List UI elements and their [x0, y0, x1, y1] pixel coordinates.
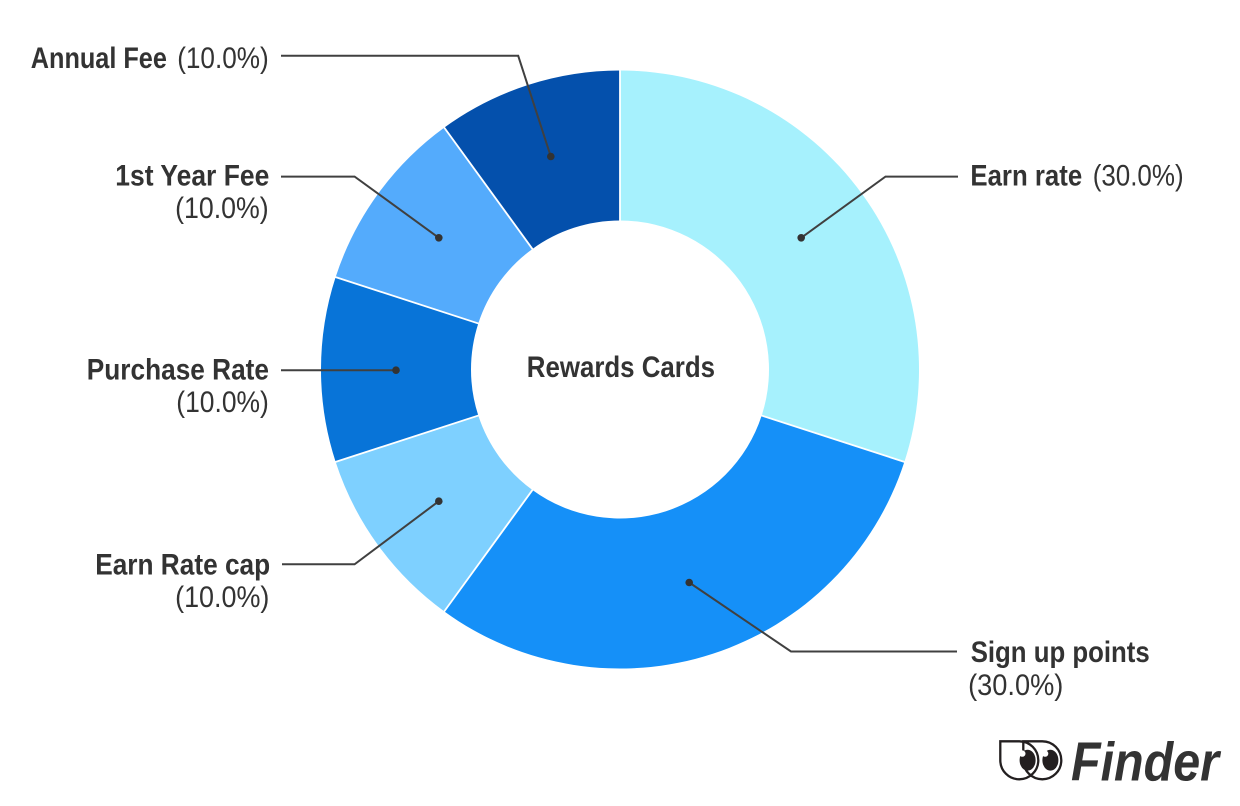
svg-text:(10.0%): (10.0%): [176, 386, 268, 419]
svg-text:Annual Fee(10.0%): Annual Fee (10.0%): [31, 42, 269, 75]
svg-text:Purchase Rate: Purchase Rate: [87, 353, 269, 386]
svg-text:Earn Rate cap: Earn Rate cap: [95, 548, 270, 581]
svg-text:Sign up points: Sign up points: [971, 636, 1150, 669]
svg-text:(30.0%): (30.0%): [968, 669, 1063, 702]
svg-text:Finder: Finder: [1071, 731, 1221, 793]
svg-text:Rewards Cards: Rewards Cards: [527, 351, 715, 384]
svg-text:1st Year Fee: 1st Year Fee: [115, 159, 269, 192]
svg-text:(10.0%): (10.0%): [175, 192, 269, 225]
svg-text:Earn rate(30.0%): Earn rate (30.0%): [970, 160, 1183, 193]
svg-text:(10.0%): (10.0%): [175, 581, 269, 614]
